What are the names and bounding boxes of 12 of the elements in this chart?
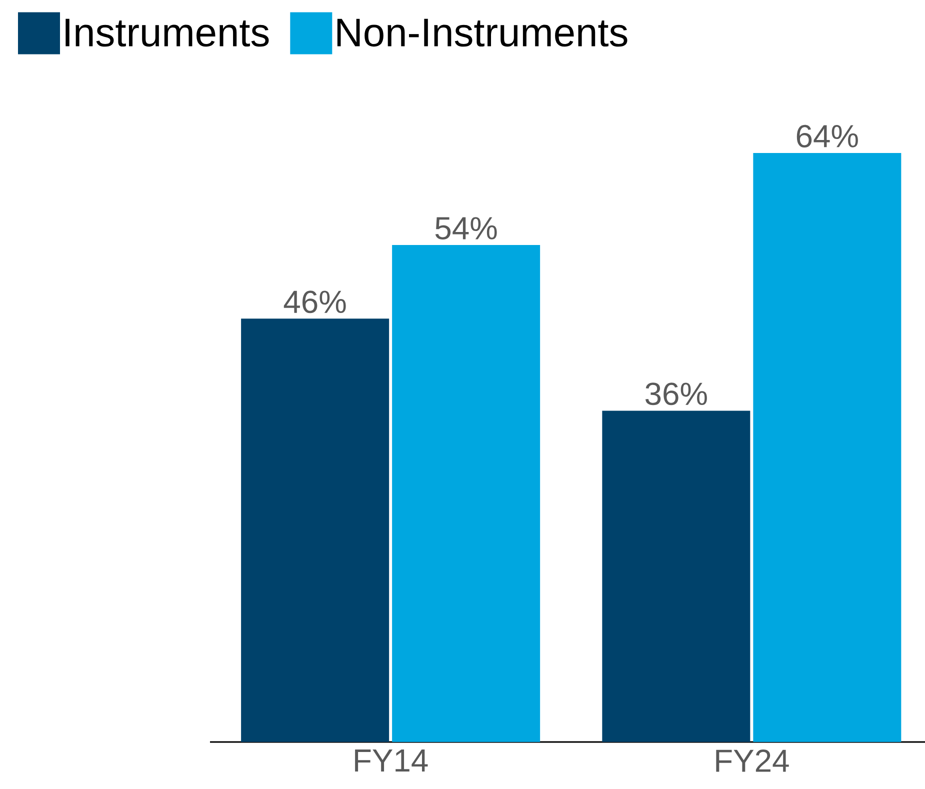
legend-label: Instruments <box>66 18 269 47</box>
bar <box>241 318 390 742</box>
data-label: 46% <box>284 290 346 314</box>
bar <box>602 410 750 742</box>
bar <box>392 245 540 742</box>
data-label: 36% <box>645 382 707 406</box>
data-label: 54% <box>435 217 497 240</box>
x-tick-label: FY14 <box>355 750 428 772</box>
legend-label: Non-Instruments <box>337 18 628 47</box>
data-label: 64% <box>796 124 858 148</box>
bar <box>753 153 902 742</box>
x-tick-label: FY24 <box>716 750 789 772</box>
